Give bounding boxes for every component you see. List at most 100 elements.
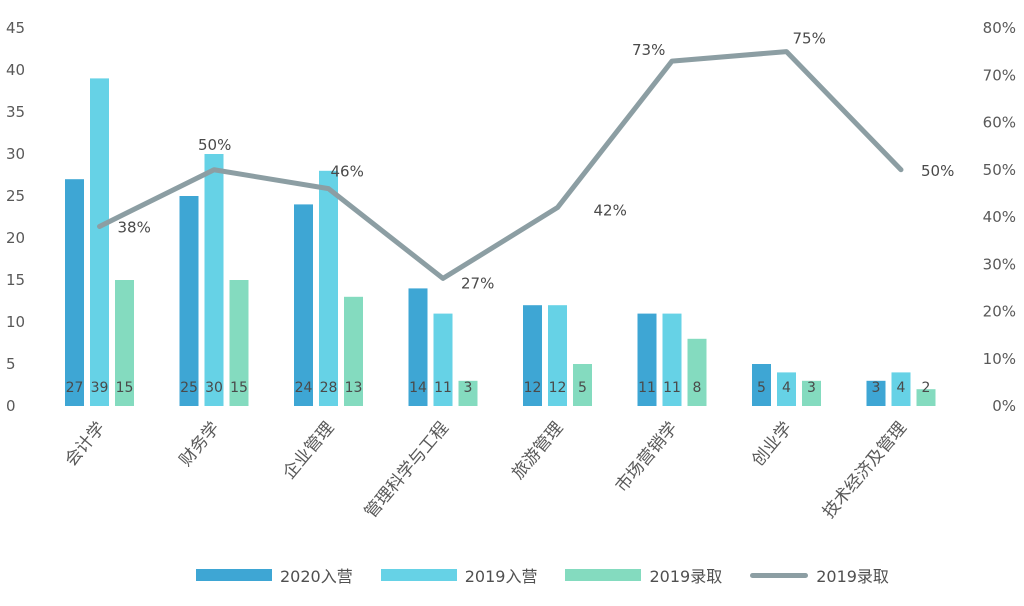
- y-right-tick-label: 70%: [983, 66, 1016, 84]
- right-y-axis: 0% 10% 20% 30% 40% 50% 60% 70% 80%: [983, 19, 1016, 415]
- line-series: 38% 50% 46% 27% 42% 73% 75% 50%: [97, 30, 954, 292]
- bar: [458, 380, 478, 406]
- bar-value-label: 8: [693, 380, 702, 396]
- legend-swatch-2019-camp: [380, 569, 457, 581]
- bar-value-label: 3: [872, 380, 881, 396]
- legend-item-2020-camp: 2020入营: [196, 563, 353, 587]
- y-right-tick-label: 30%: [983, 255, 1016, 273]
- left-y-axis: 0 5 10 15 20 25 30 35 40 45: [6, 19, 25, 415]
- bar-value-label: 11: [434, 380, 452, 396]
- y-right-tick-label: 10%: [983, 350, 1016, 368]
- y-left-tick-label: 0: [6, 397, 16, 415]
- bar: [687, 338, 707, 406]
- bar-value-label: 25: [180, 380, 198, 396]
- legend-swatch-2019-admit-bar: [565, 569, 642, 581]
- bar-value-label: 11: [663, 380, 681, 396]
- legend-item-2019-admit-line: 2019录取: [750, 563, 889, 587]
- bar: [294, 204, 313, 406]
- y-left-tick-label: 40: [6, 61, 25, 79]
- category-label: 会计学: [61, 418, 109, 470]
- line-point-label: 75%: [793, 30, 826, 48]
- y-left-tick-label: 20: [6, 229, 25, 247]
- bar: [179, 196, 199, 406]
- y-right-tick-label: 40%: [983, 208, 1016, 226]
- legend-item-2019-admit-bar: 2019录取: [565, 563, 722, 587]
- legend-item-2019-camp: 2019入营: [380, 563, 538, 587]
- bar-value-label: 4: [897, 380, 906, 396]
- bar-value-label: 13: [345, 380, 363, 396]
- bar-value-label: 11: [638, 380, 656, 396]
- bar: [802, 380, 821, 406]
- bar-value-label: 4: [782, 380, 791, 396]
- category-label: 旅游管理: [508, 418, 567, 483]
- bar-value-label: 15: [230, 380, 248, 396]
- bar: [319, 170, 338, 406]
- y-right-tick-label: 80%: [983, 19, 1016, 37]
- category-label: 创业学: [748, 418, 796, 470]
- y-left-tick-label: 35: [6, 103, 25, 121]
- bar: [229, 280, 249, 406]
- line-point-label: 46%: [331, 163, 364, 181]
- bar-value-label: 24: [295, 380, 313, 396]
- y-right-tick-label: 20%: [983, 303, 1016, 321]
- bar: [344, 296, 363, 406]
- bar: [115, 280, 134, 406]
- bar-value-label: 5: [757, 380, 766, 396]
- bar: [637, 313, 657, 406]
- bar-value-label: 14: [409, 380, 427, 396]
- category-label: 企业管理: [279, 418, 338, 483]
- bar: [408, 288, 428, 406]
- y-left-tick-label: 25: [6, 187, 25, 205]
- legend: 2020入营 2019入营 2019录取 2019录取: [196, 562, 917, 588]
- y-left-tick-label: 5: [6, 355, 16, 373]
- bar-value-label: 39: [91, 380, 109, 396]
- bar-value-label: 3: [464, 380, 473, 396]
- bar-value-label: 27: [66, 380, 84, 396]
- bar-value-label: 28: [320, 380, 338, 396]
- bar-value-label: 3: [807, 380, 816, 396]
- bar: [573, 364, 592, 406]
- y-right-tick-label: 0%: [992, 397, 1016, 415]
- legend-label-2019-camp: 2019入营: [464, 567, 538, 586]
- category-label: 技术经济及管理: [819, 418, 911, 522]
- bar-value-label: 12: [524, 380, 542, 396]
- bar: [752, 364, 771, 406]
- bar: [90, 78, 109, 407]
- line-point-label: 50%: [198, 136, 231, 154]
- line-point-label: 50%: [921, 162, 954, 180]
- line-point-label: 38%: [118, 218, 151, 236]
- line-point-label: 73%: [632, 41, 665, 59]
- line-point-label: 42%: [594, 202, 627, 220]
- y-right-tick-label: 60%: [983, 114, 1016, 132]
- category-label: 管理科学与工程: [361, 418, 453, 522]
- line-point-label: 27%: [461, 274, 494, 292]
- line-path: [97, 49, 904, 281]
- y-left-tick-label: 15: [6, 271, 25, 289]
- legend-label-2020-camp: 2020入营: [280, 567, 353, 586]
- bar: [523, 305, 542, 406]
- category-axis: 会计学 财务学 企业管理 管理科学与工程 旅游管理 市场营销学 创业学 技术经济及管理: [61, 418, 911, 522]
- bar-value-label: 5: [578, 380, 587, 396]
- legend-swatch-2020-camp: [196, 569, 272, 581]
- legend-label-2019-admit-line: 2019录取: [816, 567, 889, 586]
- bar: [204, 154, 224, 406]
- y-left-tick-label: 10: [6, 313, 25, 331]
- bar: [916, 389, 936, 406]
- legend-swatch-2019-admit-line: [750, 572, 809, 578]
- bar: [433, 313, 453, 406]
- bar: [662, 313, 682, 406]
- bar: [65, 179, 84, 406]
- category-label: 财务学: [176, 418, 224, 470]
- bar: [548, 305, 567, 406]
- category-label: 市场营销学: [612, 418, 682, 496]
- bar-value-label: 2: [922, 380, 931, 396]
- bar: [866, 380, 886, 406]
- bar-value-label: 15: [116, 380, 134, 396]
- bar-value-label: 30: [205, 380, 223, 396]
- legend-label-2019-admit-bar: 2019录取: [649, 567, 723, 586]
- bar-series: 27 39 15 25 30 15 24 28 13 14 11 3 12 12 5 11 11 8 5 4 3 3 4 2: [65, 78, 936, 407]
- bar: [777, 372, 796, 406]
- bar: [891, 372, 911, 406]
- y-left-tick-label: 45: [6, 19, 25, 37]
